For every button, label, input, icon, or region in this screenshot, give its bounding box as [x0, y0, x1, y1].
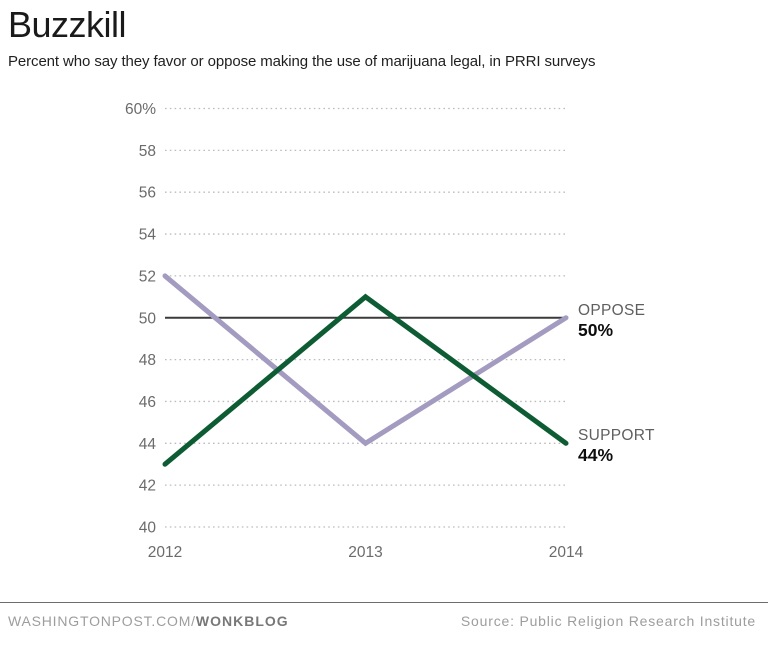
line-chart: 40 42 44 46 48 50 52 54 56 58 60% 2012 2013 2014 OPPO… — [125, 101, 758, 561]
series-line-support — [162, 293, 569, 467]
oppose-series-label: OPPOSE — [578, 301, 646, 319]
footer-source-text: Source: Public Religion Research Institu… — [460, 613, 756, 629]
end-label-support: SUPPORT 44% — [578, 426, 758, 466]
x-tick-label-2013: 2013 — [348, 544, 382, 561]
chart-subtitle: Percent who say they favor or oppose mak… — [8, 53, 596, 70]
y-tick-label-54: 54 — [139, 227, 157, 244]
chart-header: Buzzkill Percent who say they favor or o… — [8, 2, 760, 71]
y-tick-label-44: 44 — [139, 436, 157, 453]
footer-branding: WASHINGTONPOST.COM/WONKBLOG — [8, 613, 289, 629]
y-tick-label-56: 56 — [139, 185, 156, 202]
y-tick-label-52: 52 — [139, 268, 156, 285]
y-tick-label-60: 60% — [125, 101, 156, 118]
footer-blog-text: WONKBLOG — [195, 613, 289, 629]
y-tick-label-58: 58 — [139, 143, 156, 160]
support-series-value: 44% — [578, 445, 614, 466]
oppose-series-value: 50% — [578, 319, 614, 340]
page-title: Buzzkill — [8, 4, 127, 45]
y-tick-label-46: 46 — [139, 394, 156, 411]
y-tick-label-40: 40 — [139, 520, 157, 537]
y-tick-label-48: 48 — [139, 352, 156, 369]
y-tick-label-50: 50 — [139, 310, 157, 327]
series-line-oppose — [162, 273, 569, 447]
footer: WASHINGTONPOST.COM/WONKBLOG Source: Publ… — [0, 602, 768, 629]
y-tick-label-42: 42 — [139, 478, 156, 495]
chart-canvas: 40 42 44 46 48 50 52 54 56 58 60% 2012 2013 2014 — [125, 101, 584, 561]
end-label-oppose: OPPOSE 50% — [578, 301, 758, 341]
support-series-label: SUPPORT — [578, 427, 655, 445]
x-tick-label-2014: 2014 — [549, 544, 584, 561]
footer-site-text: WASHINGTONPOST.COM/ — [8, 613, 196, 629]
x-tick-label-2012: 2012 — [148, 544, 182, 561]
